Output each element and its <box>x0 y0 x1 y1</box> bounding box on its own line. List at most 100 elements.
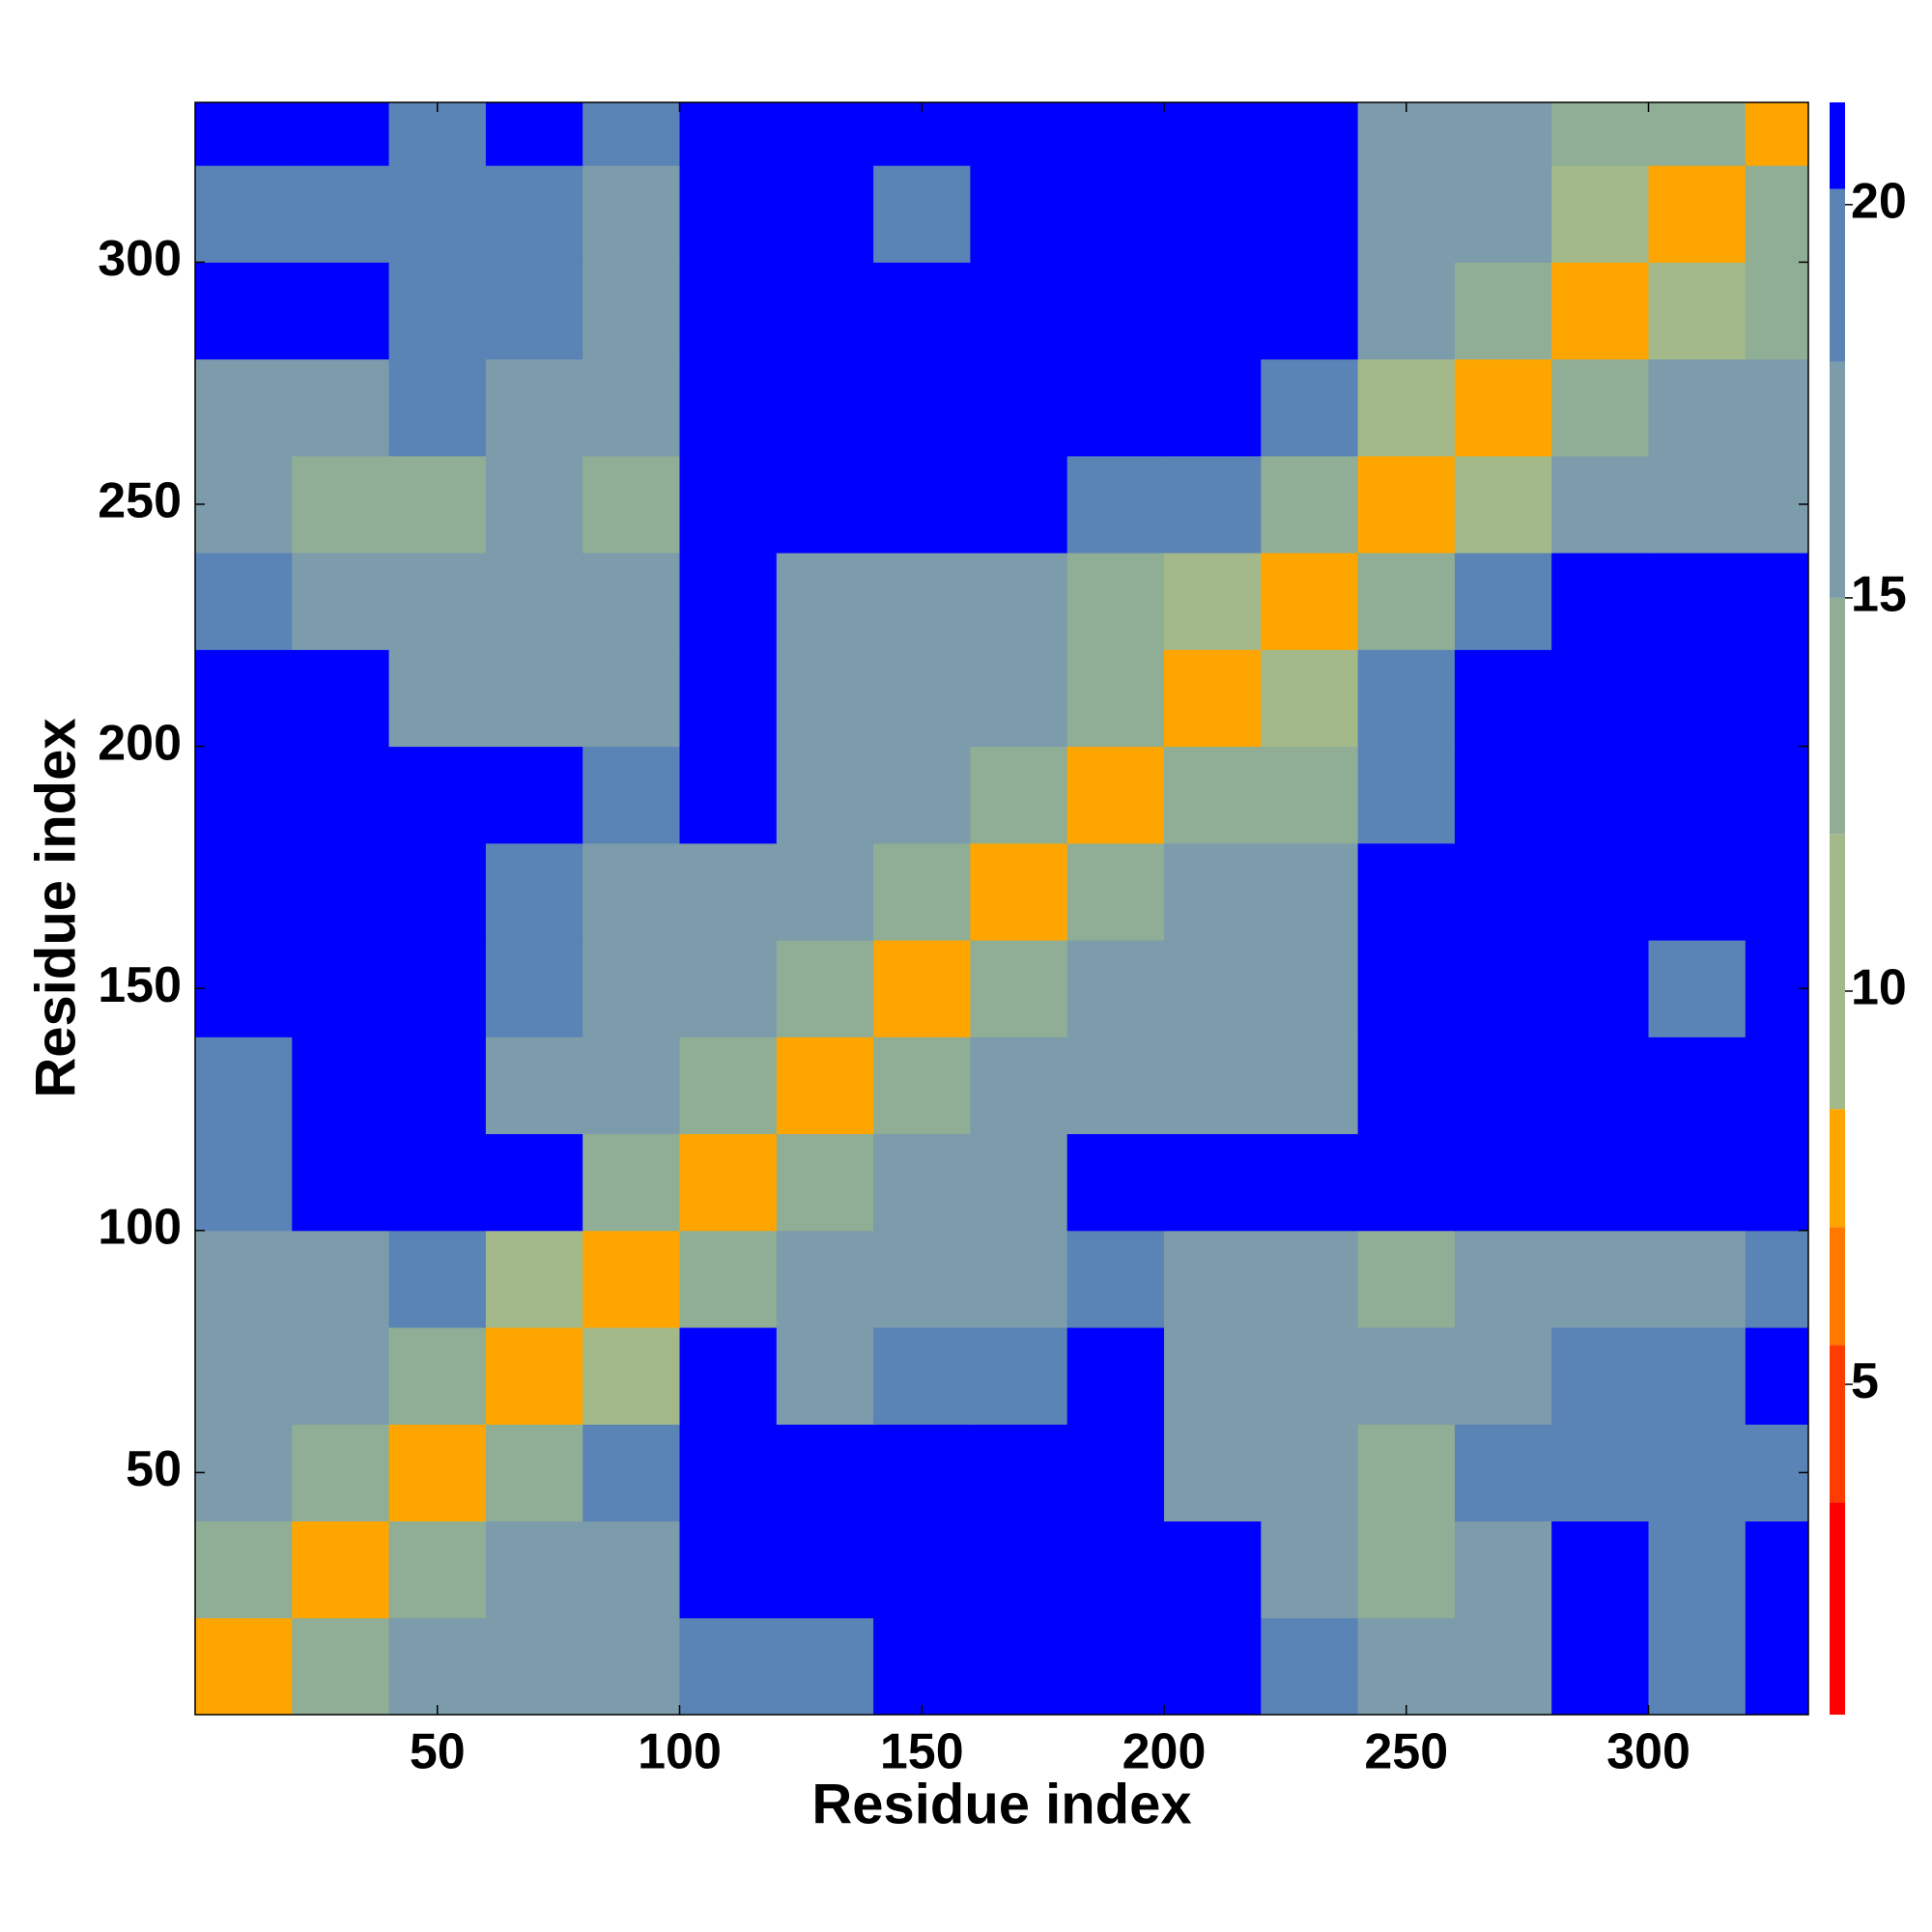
heatmap-cell <box>1357 102 1456 166</box>
heatmap-cell <box>970 455 1068 554</box>
heatmap-cell <box>1066 1617 1165 1716</box>
heatmap-cell <box>1261 649 1359 748</box>
heatmap-cell <box>1745 649 1809 748</box>
heatmap-cell <box>679 1617 778 1716</box>
heatmap-cell <box>292 842 390 941</box>
heatmap-cell <box>1164 1133 1262 1232</box>
heatmap-cell <box>1357 1327 1456 1425</box>
heatmap-cell <box>1648 940 1747 1037</box>
heatmap-cell <box>1164 940 1262 1037</box>
heatmap-cell <box>292 553 390 650</box>
heatmap-cell <box>873 940 971 1037</box>
heatmap-cell <box>873 455 971 554</box>
colorbar-band <box>1830 597 1845 835</box>
heatmap-cell <box>776 1037 874 1135</box>
heatmap-cell <box>970 940 1068 1037</box>
heatmap-cell <box>1261 940 1359 1037</box>
heatmap-cell <box>776 262 874 360</box>
heatmap-cell <box>388 1424 487 1522</box>
heatmap-cell <box>679 553 778 650</box>
heatmap-cell <box>679 262 778 360</box>
heatmap-cell <box>1745 1520 1809 1619</box>
heatmap-cell <box>388 102 487 166</box>
y-tick-label: 250 <box>98 473 182 529</box>
heatmap-cell <box>679 842 778 941</box>
heatmap-cell <box>1745 553 1809 650</box>
heatmap-cell <box>292 1037 390 1135</box>
heatmap-cell <box>485 165 583 263</box>
colorbar-tick-label: 5 <box>1851 1353 1879 1409</box>
heatmap-cell <box>1164 1424 1262 1522</box>
heatmap-cell <box>776 746 874 844</box>
heatmap-cell <box>679 102 778 166</box>
heatmap-cell <box>1454 1230 1552 1328</box>
heatmap-cell <box>485 358 583 457</box>
heatmap-cell <box>1648 553 1747 650</box>
heatmap-cell <box>1745 1617 1809 1716</box>
heatmap-cell <box>195 1133 293 1232</box>
x-tick-label: 300 <box>1606 1724 1690 1780</box>
heatmap-cell <box>1164 1520 1262 1619</box>
heatmap-cell <box>873 262 971 360</box>
heatmap-cell <box>1745 455 1809 554</box>
heatmap-cell <box>1648 1327 1747 1425</box>
heatmap-cell <box>1164 842 1262 941</box>
heatmap-cell <box>1164 746 1262 844</box>
heatmap-cell <box>388 1230 487 1328</box>
heatmap-cell <box>1066 358 1165 457</box>
heatmap-cell <box>195 1327 293 1425</box>
heatmap-cell <box>1454 553 1552 650</box>
heatmap-cell <box>582 1520 681 1619</box>
heatmap-cell <box>776 1133 874 1232</box>
heatmap-cell <box>1066 1230 1165 1328</box>
heatmap-cell <box>776 649 874 748</box>
heatmap-cell <box>485 1133 583 1232</box>
heatmap-cell <box>1454 746 1552 844</box>
heatmap-cell <box>1454 1520 1552 1619</box>
heatmap-cell <box>1648 1617 1747 1716</box>
heatmap-cell <box>1357 1133 1456 1232</box>
heatmap-cell <box>970 1520 1068 1619</box>
heatmap-cell <box>582 553 681 650</box>
heatmap-cell <box>195 746 293 844</box>
heatmap-cell <box>873 1617 971 1716</box>
heatmap-cell <box>195 553 293 650</box>
heatmap-cell <box>1745 1037 1809 1135</box>
heatmap-cell <box>1357 165 1456 263</box>
y-tick-label: 100 <box>98 1200 182 1256</box>
heatmap-cell <box>1551 165 1650 263</box>
heatmap-cell <box>388 1327 487 1425</box>
heatmap-cell <box>679 746 778 844</box>
heatmap-cell <box>1551 1037 1650 1135</box>
heatmap-cell <box>1551 842 1650 941</box>
heatmap-cell <box>873 842 971 941</box>
heatmap-cell <box>679 1230 778 1328</box>
heatmap-cell <box>1648 102 1747 166</box>
heatmap-cell <box>970 1617 1068 1716</box>
heatmap-cell <box>485 262 583 360</box>
heatmap-cell <box>485 1327 583 1425</box>
heatmap-cell <box>1357 262 1456 360</box>
heatmap-cell <box>679 165 778 263</box>
heatmap-cell <box>776 1617 874 1716</box>
heatmap-cell <box>582 1133 681 1232</box>
heatmap-cell <box>776 455 874 554</box>
heatmap-cell <box>679 1133 778 1232</box>
heatmap-cell <box>1261 1424 1359 1522</box>
heatmap-cell <box>485 1230 583 1328</box>
heatmap-cell <box>679 358 778 457</box>
heatmap-cell <box>485 1424 583 1522</box>
heatmap-cell <box>970 1037 1068 1135</box>
heatmap-cell <box>1261 1617 1359 1716</box>
heatmap-cell <box>1454 358 1552 457</box>
heatmap-cell <box>776 102 874 166</box>
heatmap-cell <box>1066 102 1165 166</box>
heatmap-cell <box>1551 746 1650 844</box>
heatmap-cell <box>1551 102 1650 166</box>
heatmap-cell <box>873 102 971 166</box>
heatmap-cell <box>1745 358 1809 457</box>
y-tick-label: 300 <box>98 231 182 287</box>
heatmap-cell <box>582 1424 681 1522</box>
heatmap-cell <box>1357 553 1456 650</box>
heatmap-cell <box>195 842 293 941</box>
